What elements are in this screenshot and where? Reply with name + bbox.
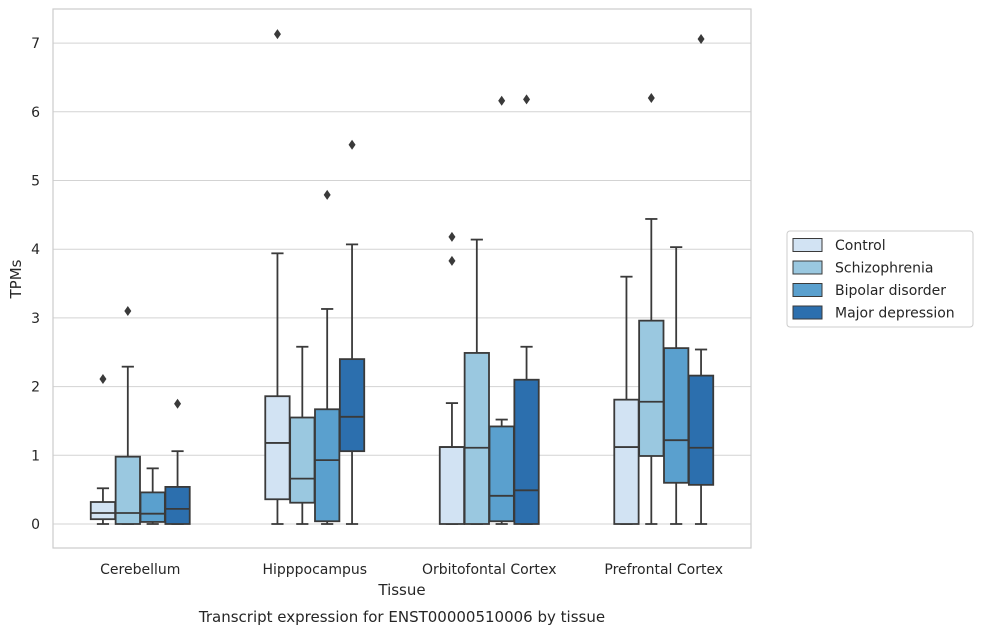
legend-label: Major depression (835, 306, 955, 322)
box-plot-item (114, 306, 141, 525)
box-plot-series (89, 29, 715, 525)
outlier-marker (348, 139, 356, 150)
legend-frame (786, 230, 974, 328)
x-tick-label: Prefrontal Cortex (604, 562, 723, 578)
legend-label: Bipolar disorder (835, 283, 946, 299)
figure-caption: Transcript expression for ENST0000051000… (198, 608, 605, 626)
box-iqr (463, 352, 490, 525)
y-gridlines (53, 42, 751, 525)
legend-label: Schizophrenia (835, 261, 933, 277)
y-tick-label: 2 (31, 380, 40, 396)
legend-items: Control Schizophrenia Bipolar disorder Majo… (792, 238, 955, 322)
y-tick-label: 4 (31, 242, 40, 258)
legend-swatch (792, 260, 823, 275)
box-plot-item (513, 94, 540, 525)
box-iqr (264, 395, 291, 501)
outlier-marker (323, 189, 331, 200)
y-tick-label: 7 (31, 36, 40, 52)
plot-frame (52, 8, 752, 549)
outlier-marker (174, 398, 182, 409)
outlier-marker (448, 231, 456, 242)
box-plot-item (488, 95, 515, 525)
box-iqr (687, 374, 715, 486)
box-iqr (314, 408, 341, 523)
box-plot-item (289, 345, 316, 525)
box-iqr (139, 491, 166, 523)
box-plot-item (264, 29, 291, 525)
y-axis-title: TPMs (7, 259, 25, 299)
outlier-marker (273, 29, 281, 40)
box-iqr (338, 358, 366, 453)
outlier-marker (498, 95, 506, 106)
box-iqr (289, 416, 316, 504)
outlier-marker (448, 255, 456, 266)
outlier-marker (647, 93, 655, 104)
box-iqr (513, 378, 540, 525)
legend-swatch (792, 305, 823, 320)
outlier-marker (99, 374, 107, 385)
box-iqr (164, 486, 191, 525)
box-plot-item (314, 189, 341, 525)
x-axis-title: Tissue (377, 581, 425, 599)
box-iqr (438, 446, 466, 525)
box-plot-item (438, 231, 466, 525)
outlier-marker (124, 306, 132, 317)
y-tick-label: 6 (31, 105, 40, 121)
outlier-marker (523, 94, 531, 105)
box-iqr (663, 347, 690, 484)
y-tick-label: 1 (31, 448, 40, 464)
legend: Control Schizophrenia Bipolar disorder Majo… (786, 230, 974, 328)
box-plot-item (663, 246, 690, 525)
box-plot-item (164, 398, 191, 525)
y-tick-label: 0 (31, 517, 40, 533)
box-plot-item (687, 33, 715, 525)
box-plot-item (638, 93, 665, 525)
legend-label: Control (835, 238, 886, 254)
box-iqr (613, 398, 640, 525)
y-tick-label: 3 (31, 311, 40, 327)
box-plot-item (463, 238, 490, 525)
box-iqr (488, 425, 515, 523)
x-tick-label: Orbitofontal Cortex (422, 562, 557, 578)
box-plot-item (139, 467, 166, 525)
box-iqr (89, 501, 117, 521)
box-plot-item (338, 139, 366, 525)
legend-swatch (792, 238, 823, 252)
legend-swatch (792, 283, 823, 297)
x-tick-label: Cerebellum (100, 562, 180, 578)
outlier-marker (697, 33, 705, 44)
box-plot-item (89, 374, 117, 525)
x-tick-labels: Cerebellum Hipppocampus Orbitofontal Corte… (100, 562, 723, 578)
box-iqr (638, 319, 665, 457)
x-tick-label: Hipppocampus (262, 562, 367, 578)
box-plot-item (613, 275, 640, 525)
y-tick-labels: 0 1 2 3 4 5 6 7 (31, 36, 40, 533)
y-tick-label: 5 (31, 174, 40, 190)
